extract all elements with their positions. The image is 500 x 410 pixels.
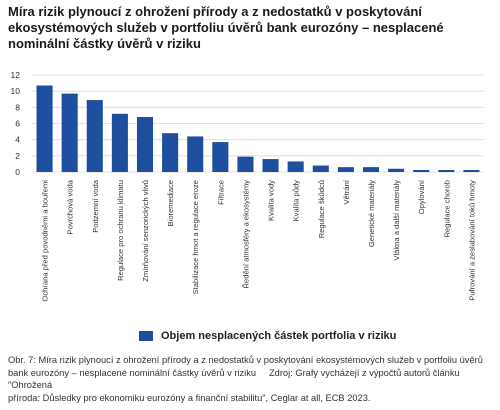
- x-tick-label: Větrání: [342, 179, 351, 204]
- bar: [413, 169, 430, 172]
- caption-source: Zdroj: Grafy vycházejí z výpočtů autorů …: [8, 367, 463, 391]
- bar-chart: 0 2 4 6 8 10 12 Ochrana před povodněmi a bouře…: [11, 70, 484, 302]
- x-tick-label: Filtrace: [216, 180, 225, 205]
- x-tick-label: Regulace chorob: [442, 180, 451, 237]
- x-tick-label: Pufrování a zeslabování toků hmoty: [467, 180, 476, 301]
- bar: [212, 142, 229, 172]
- x-tick-label: Podzemní voda: [91, 179, 100, 233]
- x-axis-labels: Ochrana před povodněmi a bouřemi Povrchov…: [41, 179, 477, 301]
- caption-line-1: Obr. 7: Míra rizik plynoucí z ohrožení p…: [8, 355, 483, 365]
- bar: [312, 165, 329, 172]
- caption-line-2: bank eurozóny – nesplacené nominální čás…: [8, 367, 496, 392]
- x-tick-label: Stabilizace hmot a regulace eroze: [191, 180, 200, 294]
- x-tick-label: Zmírňování senzorických vlivů: [141, 180, 150, 282]
- legend-swatch: [139, 331, 153, 341]
- x-tick-label: Ředění atmosféry a ekosystémy: [241, 180, 250, 289]
- y-axis-ticks: 0 2 4 6 8 10 12: [11, 70, 21, 177]
- bars: [36, 85, 480, 172]
- x-tick-label: Opylování: [417, 179, 426, 214]
- y-tick-label: 10: [11, 86, 21, 96]
- legend: Objem nesplacených částek portfolia v ri…: [139, 329, 396, 343]
- x-tick-label: Regulace pro ochranu klimatu: [116, 180, 125, 281]
- y-tick-label: 4: [15, 135, 20, 145]
- caption-title-end: bank eurozóny – nesplacené nominální čás…: [8, 367, 257, 378]
- bar: [61, 93, 78, 172]
- y-tick-label: 0: [15, 167, 20, 177]
- y-tick-label: 2: [15, 151, 20, 161]
- bar: [438, 169, 455, 172]
- x-tick-label: Regulace škůdců: [317, 180, 326, 238]
- x-tick-label: Kvalita půdy: [292, 180, 301, 222]
- bar: [86, 100, 103, 172]
- x-tick-label: Genetické materiály: [367, 180, 376, 247]
- bar: [136, 117, 154, 172]
- bar: [463, 169, 480, 172]
- x-tick-label: Povrchová voda: [66, 179, 75, 234]
- figure-caption: Obr. 7: Míra rizik plynoucí z ohrožení p…: [8, 354, 496, 404]
- x-tick-label: Vlákna a další materiály: [392, 180, 401, 261]
- legend-label: Objem nesplacených částek portfolia v ri…: [161, 330, 397, 342]
- y-tick-label: 12: [11, 70, 21, 80]
- bar: [388, 168, 405, 172]
- gridlines: [32, 74, 484, 173]
- caption-line-3: příroda: Důsledky pro ekonomiku eurozóny…: [8, 392, 371, 403]
- bar: [187, 136, 204, 172]
- bar: [237, 156, 254, 172]
- bar: [36, 85, 53, 172]
- chart-title: Míra rizik plynoucí z ohrožení přírody a…: [8, 4, 444, 51]
- y-tick-label: 8: [15, 102, 20, 112]
- bar: [287, 161, 304, 172]
- bar: [362, 167, 380, 172]
- bar: [337, 167, 354, 172]
- x-tick-label: Bioremediace: [166, 180, 175, 226]
- bar: [162, 133, 179, 172]
- x-tick-label: Ochrana před povodněmi a bouřemi: [41, 180, 50, 302]
- bar: [111, 113, 128, 172]
- bar: [262, 159, 279, 172]
- y-tick-label: 6: [15, 119, 20, 129]
- x-tick-label: Kvalita vody: [267, 180, 276, 221]
